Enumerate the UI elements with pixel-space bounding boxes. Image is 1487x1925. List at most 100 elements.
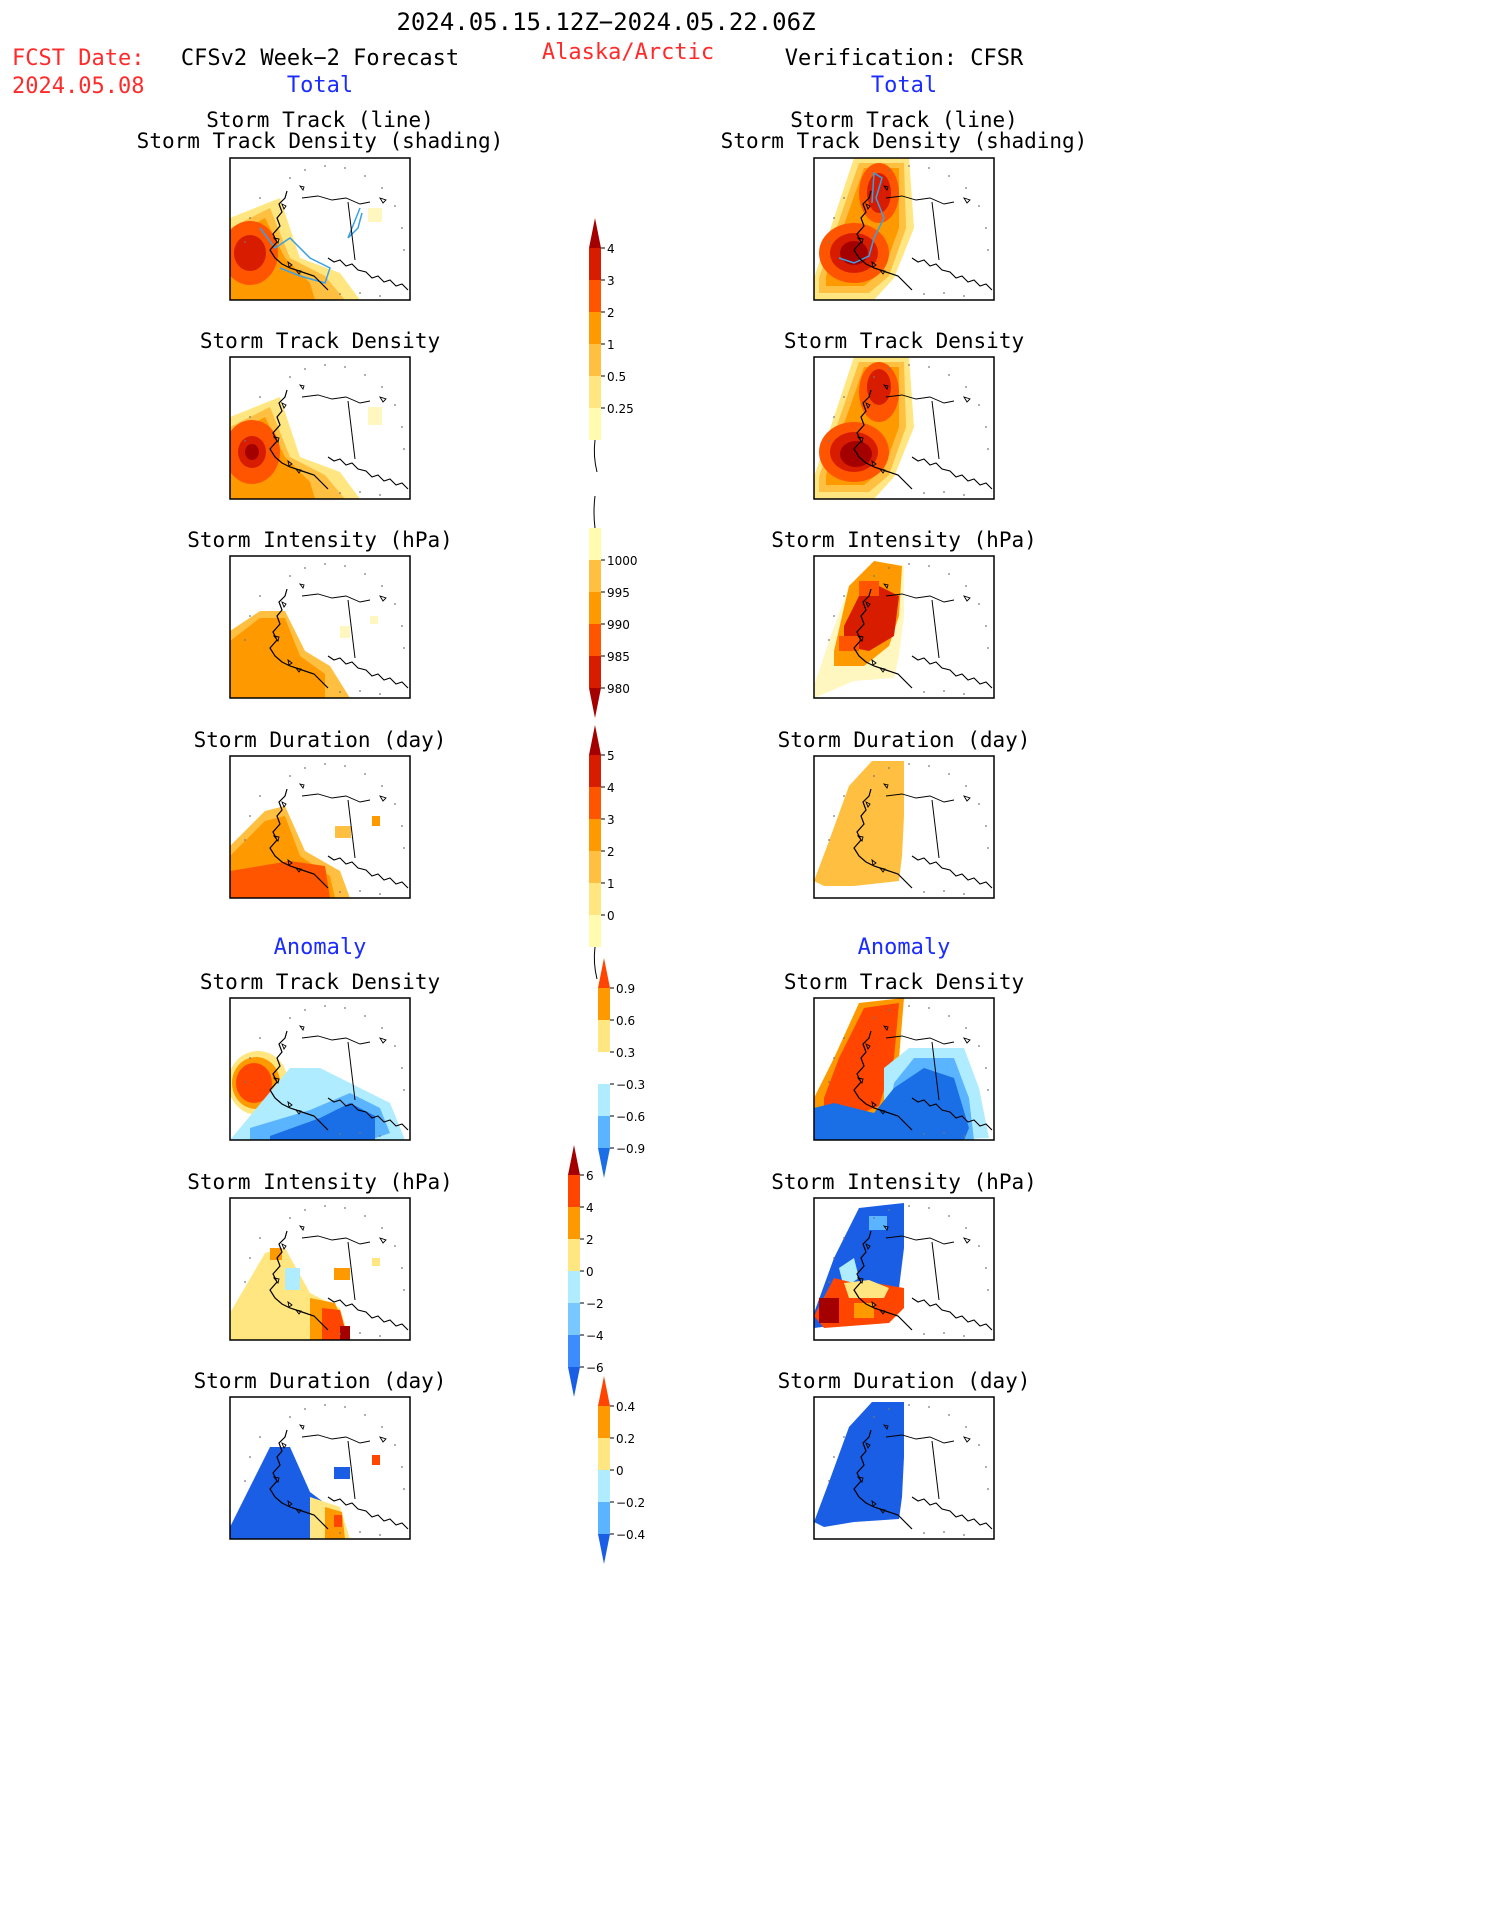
colorbar-cell [589, 883, 601, 915]
colorbar-tick-label: −4 [586, 1329, 604, 1343]
colorbar-intensity-total: 1000 995 990 985 980 [589, 495, 638, 718]
colorbar-bottom-arrow [598, 1148, 610, 1178]
colorbar-tick-label: 4 [586, 1201, 594, 1215]
colorbar-cell [589, 528, 601, 560]
colorbars: 43210.50.2510009959909859805432100.90.60… [568, 218, 645, 1564]
panel-title-verif-duration: Storm Duration (day) [777, 728, 1031, 752]
map-verif-track-line [813, 157, 995, 301]
panel-title-verif-anom-intensity: Storm Intensity (hPa) [771, 1170, 1037, 1194]
colorbar-tick-label: 985 [607, 650, 630, 664]
colorbar-tick-label: 990 [607, 618, 630, 632]
verification-column-title: Verification: CFSR [784, 46, 1024, 71]
colorbar-tick-label: 1 [607, 877, 615, 891]
colorbar-top-arrow [589, 725, 601, 755]
colorbar-cell [589, 819, 601, 851]
colorbar-tick-label: 6 [586, 1169, 594, 1183]
panel-title-verif-track-density-shading: Storm Track Density (shading) [720, 129, 1088, 153]
anomaly-section-label-verification: Anomaly [857, 935, 951, 960]
colorbar-tick-label: −0.4 [616, 1528, 645, 1542]
colorbar-tick-label: 4 [607, 781, 615, 795]
colorbar-duration-anomaly: 0.4 0.2 0 −0.2 −0.4 [598, 1376, 645, 1564]
colorbar-tick-label: 0.25 [607, 402, 634, 416]
colorbar-tick-label: 0.9 [616, 982, 635, 996]
colorbar-cell [568, 1303, 580, 1335]
colorbar-cell [589, 787, 601, 819]
map-forecast-duration [229, 755, 411, 899]
map-verif-anom-duration [813, 1396, 995, 1540]
maps-and-colorbars: 43210.50.2510009959909859805432100.90.60… [229, 157, 995, 1564]
colorbar-tick-label: 0.6 [616, 1014, 635, 1028]
colorbar-bottom-arrow [568, 1367, 580, 1397]
colorbar-tick-label: 0 [616, 1464, 624, 1478]
colorbar-cell [598, 1052, 610, 1084]
colorbar-tick-label: 995 [607, 586, 630, 600]
map-forecast-intensity [229, 555, 411, 699]
colorbar-tick-label: 2 [607, 845, 615, 859]
panel-title-forecast-duration: Storm Duration (day) [193, 728, 447, 752]
colorbar-cell [598, 1470, 610, 1502]
colorbar-tick-label: −0.6 [616, 1110, 645, 1124]
map-forecast-anom-track-density [229, 997, 411, 1141]
colorbar-tick-label: 1000 [607, 554, 638, 568]
panel-title-verif-track-density: Storm Track Density [783, 329, 1025, 353]
total-section-label-forecast: Total [286, 73, 354, 98]
colorbar-tick-label: −0.3 [616, 1078, 645, 1092]
colorbar-cell [568, 1207, 580, 1239]
colorbar-cell [589, 280, 601, 312]
panel-title-verif-track-line: Storm Track (line) [790, 108, 1018, 132]
panel-title-forecast-track-density: Storm Track Density [199, 329, 441, 353]
colorbar-cell [589, 656, 601, 688]
colorbar-tick-label: 3 [607, 813, 615, 827]
fcst-date-label: FCST Date: [12, 46, 145, 71]
colorbar-cell [589, 248, 601, 280]
total-section-label-verification: Total [870, 73, 938, 98]
map-verif-duration [813, 755, 995, 899]
colorbar-cell [589, 312, 601, 344]
cfsv2-storm-track-figure: 2024.05.15.12Z−2024.05.22.06Z FCST Date:… [12, 8, 1088, 1564]
colorbar-tick-label: 2 [607, 306, 615, 320]
map-forecast-track-density [229, 356, 411, 500]
colorbar-bottom-arrow [589, 688, 601, 718]
colorbar-tick-label: −0.9 [616, 1142, 645, 1156]
colorbar-cell [598, 988, 610, 1020]
colorbar-tick-label: −6 [586, 1361, 604, 1375]
colorbar-cell [598, 1116, 610, 1148]
panel-title-verif-anom-duration: Storm Duration (day) [777, 1369, 1031, 1393]
colorbar-tick-label: −0.2 [616, 1496, 645, 1510]
panel-title-verif-anom-track-density: Storm Track Density [783, 970, 1025, 994]
colorbar-tick-label: 0.5 [607, 370, 626, 384]
colorbar-top-arrow [568, 1145, 580, 1175]
colorbar-tick-label: 2 [586, 1233, 594, 1247]
colorbar-cell [598, 1406, 610, 1438]
colorbar-tick-label: 0.4 [616, 1400, 635, 1414]
colorbar-tick-label: 5 [607, 749, 615, 763]
colorbar-duration-total: 5 4 3 2 1 0 [589, 725, 615, 980]
colorbar-tail [593, 946, 598, 980]
colorbar-cell [589, 755, 601, 787]
map-forecast-anom-duration [229, 1396, 411, 1540]
colorbar-cell [589, 624, 601, 656]
anomaly-section-label-forecast: Anomaly [273, 935, 367, 960]
colorbar-tick-label: 3 [607, 274, 615, 288]
colorbar-cell [589, 344, 601, 376]
colorbar-cell [589, 376, 601, 408]
colorbar-cell [568, 1175, 580, 1207]
colorbar-top-arrow [589, 218, 601, 248]
fcst-date-value: 2024.05.08 [12, 74, 145, 99]
forecast-column-title: CFSv2 Week−2 Forecast [180, 46, 460, 71]
colorbar-tail [593, 439, 598, 473]
colorbar-tick-label: 980 [607, 682, 630, 696]
panel-title-forecast-track-density-shading: Storm Track Density (shading) [136, 129, 504, 153]
colorbar-tick-label: 4 [607, 242, 615, 256]
colorbar-tick-label: 0.2 [616, 1432, 635, 1446]
colorbar-intensity-anomaly: 6 4 2 0 −2 −4 −6 [568, 1145, 604, 1397]
colorbar-cell [589, 851, 601, 883]
colorbar-cell [598, 1084, 610, 1116]
colorbar-track-density-total: 4 3 2 1 0.5 0.25 [589, 218, 634, 473]
colorbar-cell [568, 1239, 580, 1271]
map-verif-intensity [813, 555, 995, 699]
panel-title-forecast-anom-track-density: Storm Track Density [199, 970, 441, 994]
map-verif-anom-intensity [813, 1197, 995, 1341]
panel-title-forecast-intensity: Storm Intensity (hPa) [187, 528, 453, 552]
panel-title-forecast-track-line: Storm Track (line) [206, 108, 434, 132]
